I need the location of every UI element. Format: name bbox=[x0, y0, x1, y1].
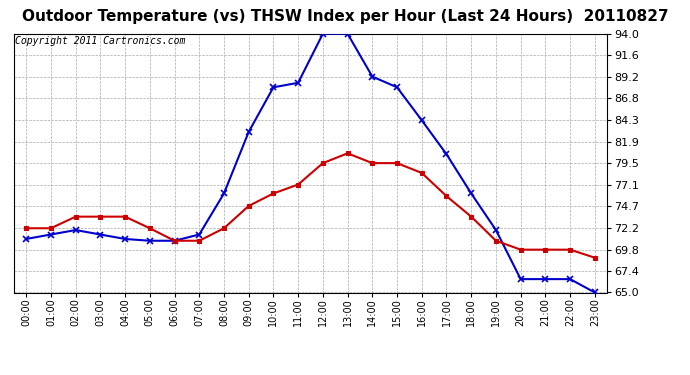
Text: Copyright 2011 Cartronics.com: Copyright 2011 Cartronics.com bbox=[15, 36, 186, 46]
Text: Outdoor Temperature (vs) THSW Index per Hour (Last 24 Hours)  20110827: Outdoor Temperature (vs) THSW Index per … bbox=[21, 9, 669, 24]
